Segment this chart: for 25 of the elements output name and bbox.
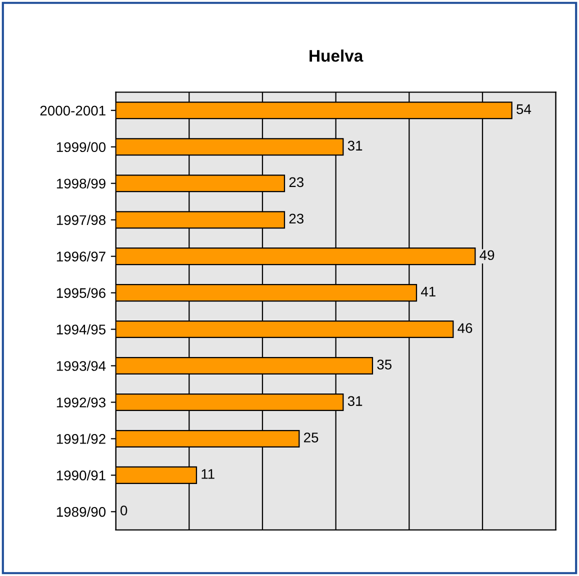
y-tick-label: 1993/94: [56, 360, 106, 371]
data-label: 31: [348, 140, 362, 151]
data-label: 49: [480, 250, 494, 260]
data-label: 54: [516, 104, 532, 114]
data-label: 23: [289, 214, 304, 224]
data-label: 41: [420, 286, 436, 296]
y-tick-label: 2000-2001: [40, 106, 106, 116]
y-tick-label: 1997/98: [56, 214, 106, 226]
chart-title: Huelva: [310, 50, 364, 62]
y-tick-label: 1999/00: [56, 142, 106, 152]
data-label: 0: [120, 506, 128, 516]
y-tick-label: 1989/90: [56, 506, 106, 517]
y-tick-label: 1991/92: [56, 434, 106, 444]
data-label: 11: [202, 469, 214, 479]
y-tick-label: 1990/91: [56, 470, 106, 480]
y-tick-label: 1992/93: [56, 397, 106, 408]
data-label: 31: [348, 396, 362, 406]
data-label: 23: [289, 177, 304, 188]
y-tick-label: 1996/97: [56, 251, 106, 262]
data-label: 25: [304, 432, 318, 442]
y-tick-label: 1998/99: [56, 178, 106, 189]
data-label: 46: [458, 323, 472, 334]
y-tick-label: 1994/95: [56, 324, 106, 334]
y-tick-label: 1995/96: [56, 288, 106, 298]
data-label: 35: [377, 360, 392, 370]
